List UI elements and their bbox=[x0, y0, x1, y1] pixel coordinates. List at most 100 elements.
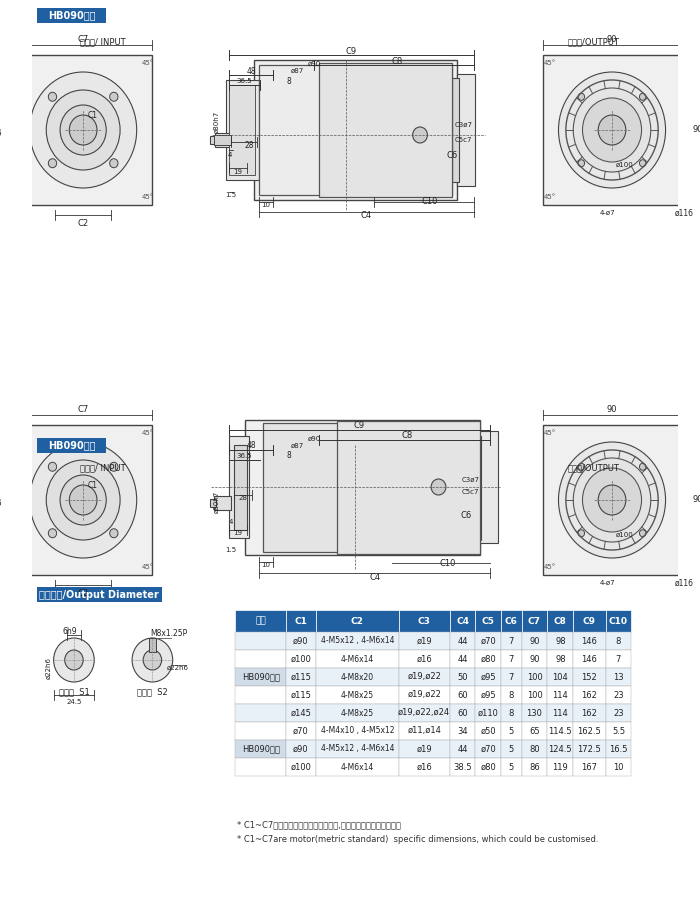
Bar bbox=[573, 650, 606, 668]
Text: 146: 146 bbox=[582, 654, 597, 663]
Text: C4: C4 bbox=[370, 572, 380, 581]
Bar bbox=[286, 610, 316, 632]
Bar bbox=[399, 610, 449, 632]
Text: 7: 7 bbox=[616, 654, 621, 663]
Text: ø90: ø90 bbox=[307, 436, 321, 442]
Bar bbox=[399, 704, 449, 722]
Bar bbox=[229, 436, 249, 538]
Circle shape bbox=[559, 72, 666, 188]
Text: HB090双段: HB090双段 bbox=[241, 744, 280, 753]
Text: 167: 167 bbox=[582, 762, 597, 771]
Text: C1: C1 bbox=[295, 616, 307, 625]
Text: ø100: ø100 bbox=[616, 162, 634, 168]
Text: C7: C7 bbox=[0, 124, 4, 136]
Text: 114: 114 bbox=[552, 690, 568, 699]
Bar bbox=[522, 686, 547, 704]
Text: HB090单段: HB090单段 bbox=[241, 672, 280, 681]
Circle shape bbox=[431, 479, 446, 495]
Circle shape bbox=[48, 93, 57, 102]
Bar bbox=[606, 740, 631, 758]
Circle shape bbox=[578, 530, 584, 536]
Circle shape bbox=[578, 94, 584, 100]
Text: 90: 90 bbox=[607, 404, 617, 413]
Text: C8: C8 bbox=[402, 431, 413, 440]
Bar bbox=[606, 722, 631, 740]
Bar bbox=[522, 650, 547, 668]
Circle shape bbox=[29, 72, 136, 188]
Text: 23: 23 bbox=[613, 708, 624, 717]
Bar bbox=[606, 632, 631, 650]
Text: 172.5: 172.5 bbox=[578, 744, 601, 753]
Bar bbox=[542, 55, 681, 205]
Text: ø90: ø90 bbox=[293, 636, 309, 645]
Text: 19: 19 bbox=[233, 169, 242, 175]
Text: ø115: ø115 bbox=[290, 690, 312, 699]
Bar bbox=[316, 610, 399, 632]
Text: ø19,ø22,ø24: ø19,ø22,ø24 bbox=[398, 708, 450, 717]
Circle shape bbox=[640, 94, 646, 100]
Bar bbox=[148, 638, 156, 652]
FancyBboxPatch shape bbox=[37, 438, 106, 453]
Text: 1.5: 1.5 bbox=[225, 192, 237, 198]
Bar bbox=[501, 722, 522, 740]
Bar bbox=[337, 421, 480, 554]
Bar bbox=[316, 722, 399, 740]
Circle shape bbox=[413, 127, 428, 143]
Bar bbox=[263, 423, 406, 552]
Bar bbox=[501, 704, 522, 722]
Bar bbox=[449, 650, 475, 668]
Bar bbox=[475, 704, 501, 722]
Text: 130: 130 bbox=[526, 708, 542, 717]
Bar bbox=[501, 650, 522, 668]
Text: ø80: ø80 bbox=[480, 654, 496, 663]
Text: ø145: ø145 bbox=[290, 708, 312, 717]
Text: ø70: ø70 bbox=[293, 726, 309, 735]
Text: HB090单段: HB090单段 bbox=[48, 11, 95, 21]
Text: ø110: ø110 bbox=[478, 708, 499, 717]
Text: C7: C7 bbox=[78, 404, 89, 413]
Text: 60: 60 bbox=[457, 708, 468, 717]
Bar bbox=[501, 610, 522, 632]
Text: 28: 28 bbox=[239, 495, 247, 501]
Bar bbox=[501, 740, 522, 758]
Bar bbox=[235, 740, 286, 758]
Bar bbox=[522, 668, 547, 686]
Circle shape bbox=[48, 158, 57, 167]
Bar bbox=[399, 740, 449, 758]
Text: 45°: 45° bbox=[544, 430, 556, 436]
Text: HB090双段: HB090双段 bbox=[48, 440, 95, 451]
Text: C4: C4 bbox=[361, 211, 372, 220]
Bar bbox=[214, 135, 231, 145]
Circle shape bbox=[60, 475, 106, 525]
Text: 7: 7 bbox=[509, 672, 514, 681]
Text: 162.5: 162.5 bbox=[578, 726, 601, 735]
Bar bbox=[547, 758, 573, 776]
Bar bbox=[573, 686, 606, 704]
Text: 114.5: 114.5 bbox=[549, 726, 572, 735]
Text: 4-M4x10 , 4-M5x12: 4-M4x10 , 4-M5x12 bbox=[321, 726, 394, 735]
Text: 16.5: 16.5 bbox=[609, 744, 628, 753]
Bar bbox=[316, 758, 399, 776]
Bar bbox=[286, 632, 316, 650]
Bar bbox=[316, 650, 399, 668]
Text: 4-M5x12 , 4-M6x14: 4-M5x12 , 4-M6x14 bbox=[321, 636, 394, 645]
Bar bbox=[214, 496, 231, 510]
Bar bbox=[475, 722, 501, 740]
Bar bbox=[547, 686, 573, 704]
Text: C3: C3 bbox=[418, 616, 430, 625]
FancyBboxPatch shape bbox=[37, 8, 106, 23]
Bar bbox=[501, 758, 522, 776]
Text: 80: 80 bbox=[529, 744, 540, 753]
Circle shape bbox=[64, 650, 83, 670]
Text: ø100: ø100 bbox=[290, 762, 312, 771]
Text: 4-M8x25: 4-M8x25 bbox=[341, 690, 374, 699]
Bar bbox=[449, 722, 475, 740]
Text: C7: C7 bbox=[0, 494, 4, 506]
Text: ø115: ø115 bbox=[290, 672, 312, 681]
Text: ø90: ø90 bbox=[293, 744, 309, 753]
Bar bbox=[475, 686, 501, 704]
Text: 8: 8 bbox=[509, 708, 514, 717]
Text: ø95: ø95 bbox=[480, 672, 496, 681]
Bar bbox=[522, 740, 547, 758]
Text: M8x1.25P: M8x1.25P bbox=[150, 629, 188, 638]
